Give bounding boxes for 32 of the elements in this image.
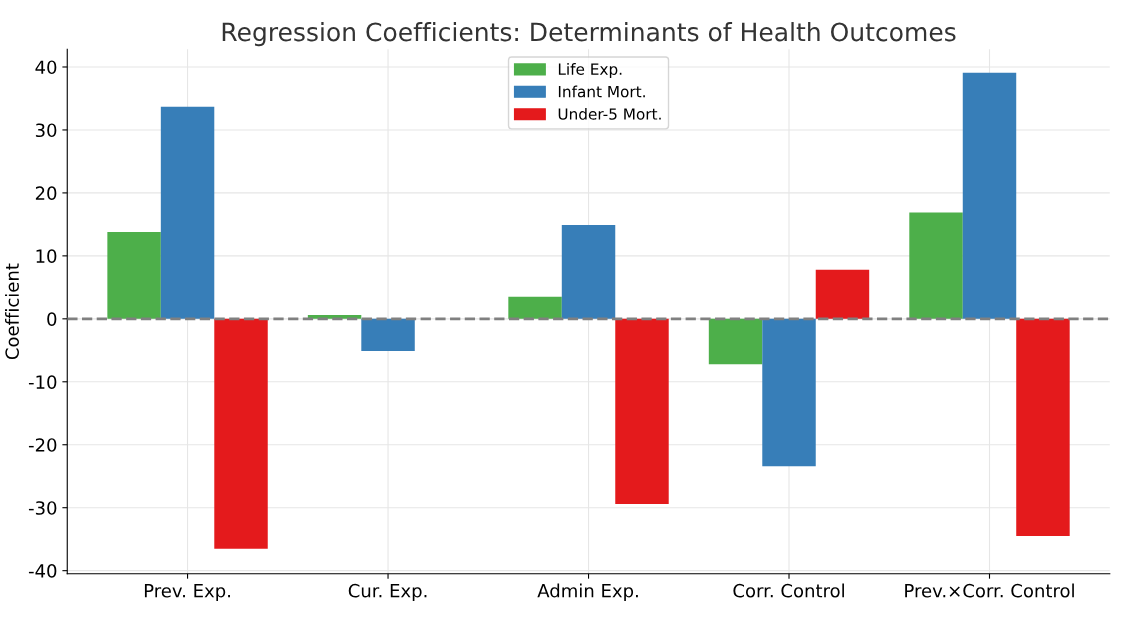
bar (909, 212, 963, 319)
bar (107, 231, 161, 319)
x-tick-label: Prev.×Corr. Control (905, 583, 1074, 598)
bar (708, 318, 763, 365)
y-tick-label: 30 (35, 123, 57, 138)
chart-title: Regression Coefficients: Determinants of Health Outcomes (222, 22, 956, 47)
bar (1016, 318, 1070, 537)
y-tick-label: 0 (47, 312, 57, 326)
bar (214, 318, 268, 549)
y-tick-label: 10 (36, 249, 57, 263)
y-tick-label: -10 (28, 375, 57, 389)
y-tick-label: 20 (35, 186, 57, 201)
bar (962, 72, 1017, 319)
x-tick-label: Corr. Control (733, 583, 844, 598)
bar (361, 318, 415, 351)
bar (615, 318, 669, 504)
bar (561, 225, 616, 319)
x-tick-label: Admin Exp. (537, 583, 638, 602)
y-tick-label: -40 (28, 564, 57, 578)
bar (160, 106, 215, 319)
legend-label: Infant Mort. (558, 85, 645, 98)
legend-label: Life Exp. (558, 63, 622, 78)
legend-label: Under-5 Mort. (558, 107, 661, 120)
x-tick-label: Prev. Exp. (144, 584, 230, 602)
y-tick-label: -30 (28, 501, 57, 515)
y-tick-label: -20 (28, 438, 57, 452)
y-tick-label: 40 (35, 60, 57, 75)
x-tick-label: Cur. Exp. (348, 583, 427, 602)
bar (815, 269, 870, 319)
bar (508, 296, 562, 319)
bar (762, 318, 816, 467)
y-axis-title: Coefficient (5, 263, 19, 360)
